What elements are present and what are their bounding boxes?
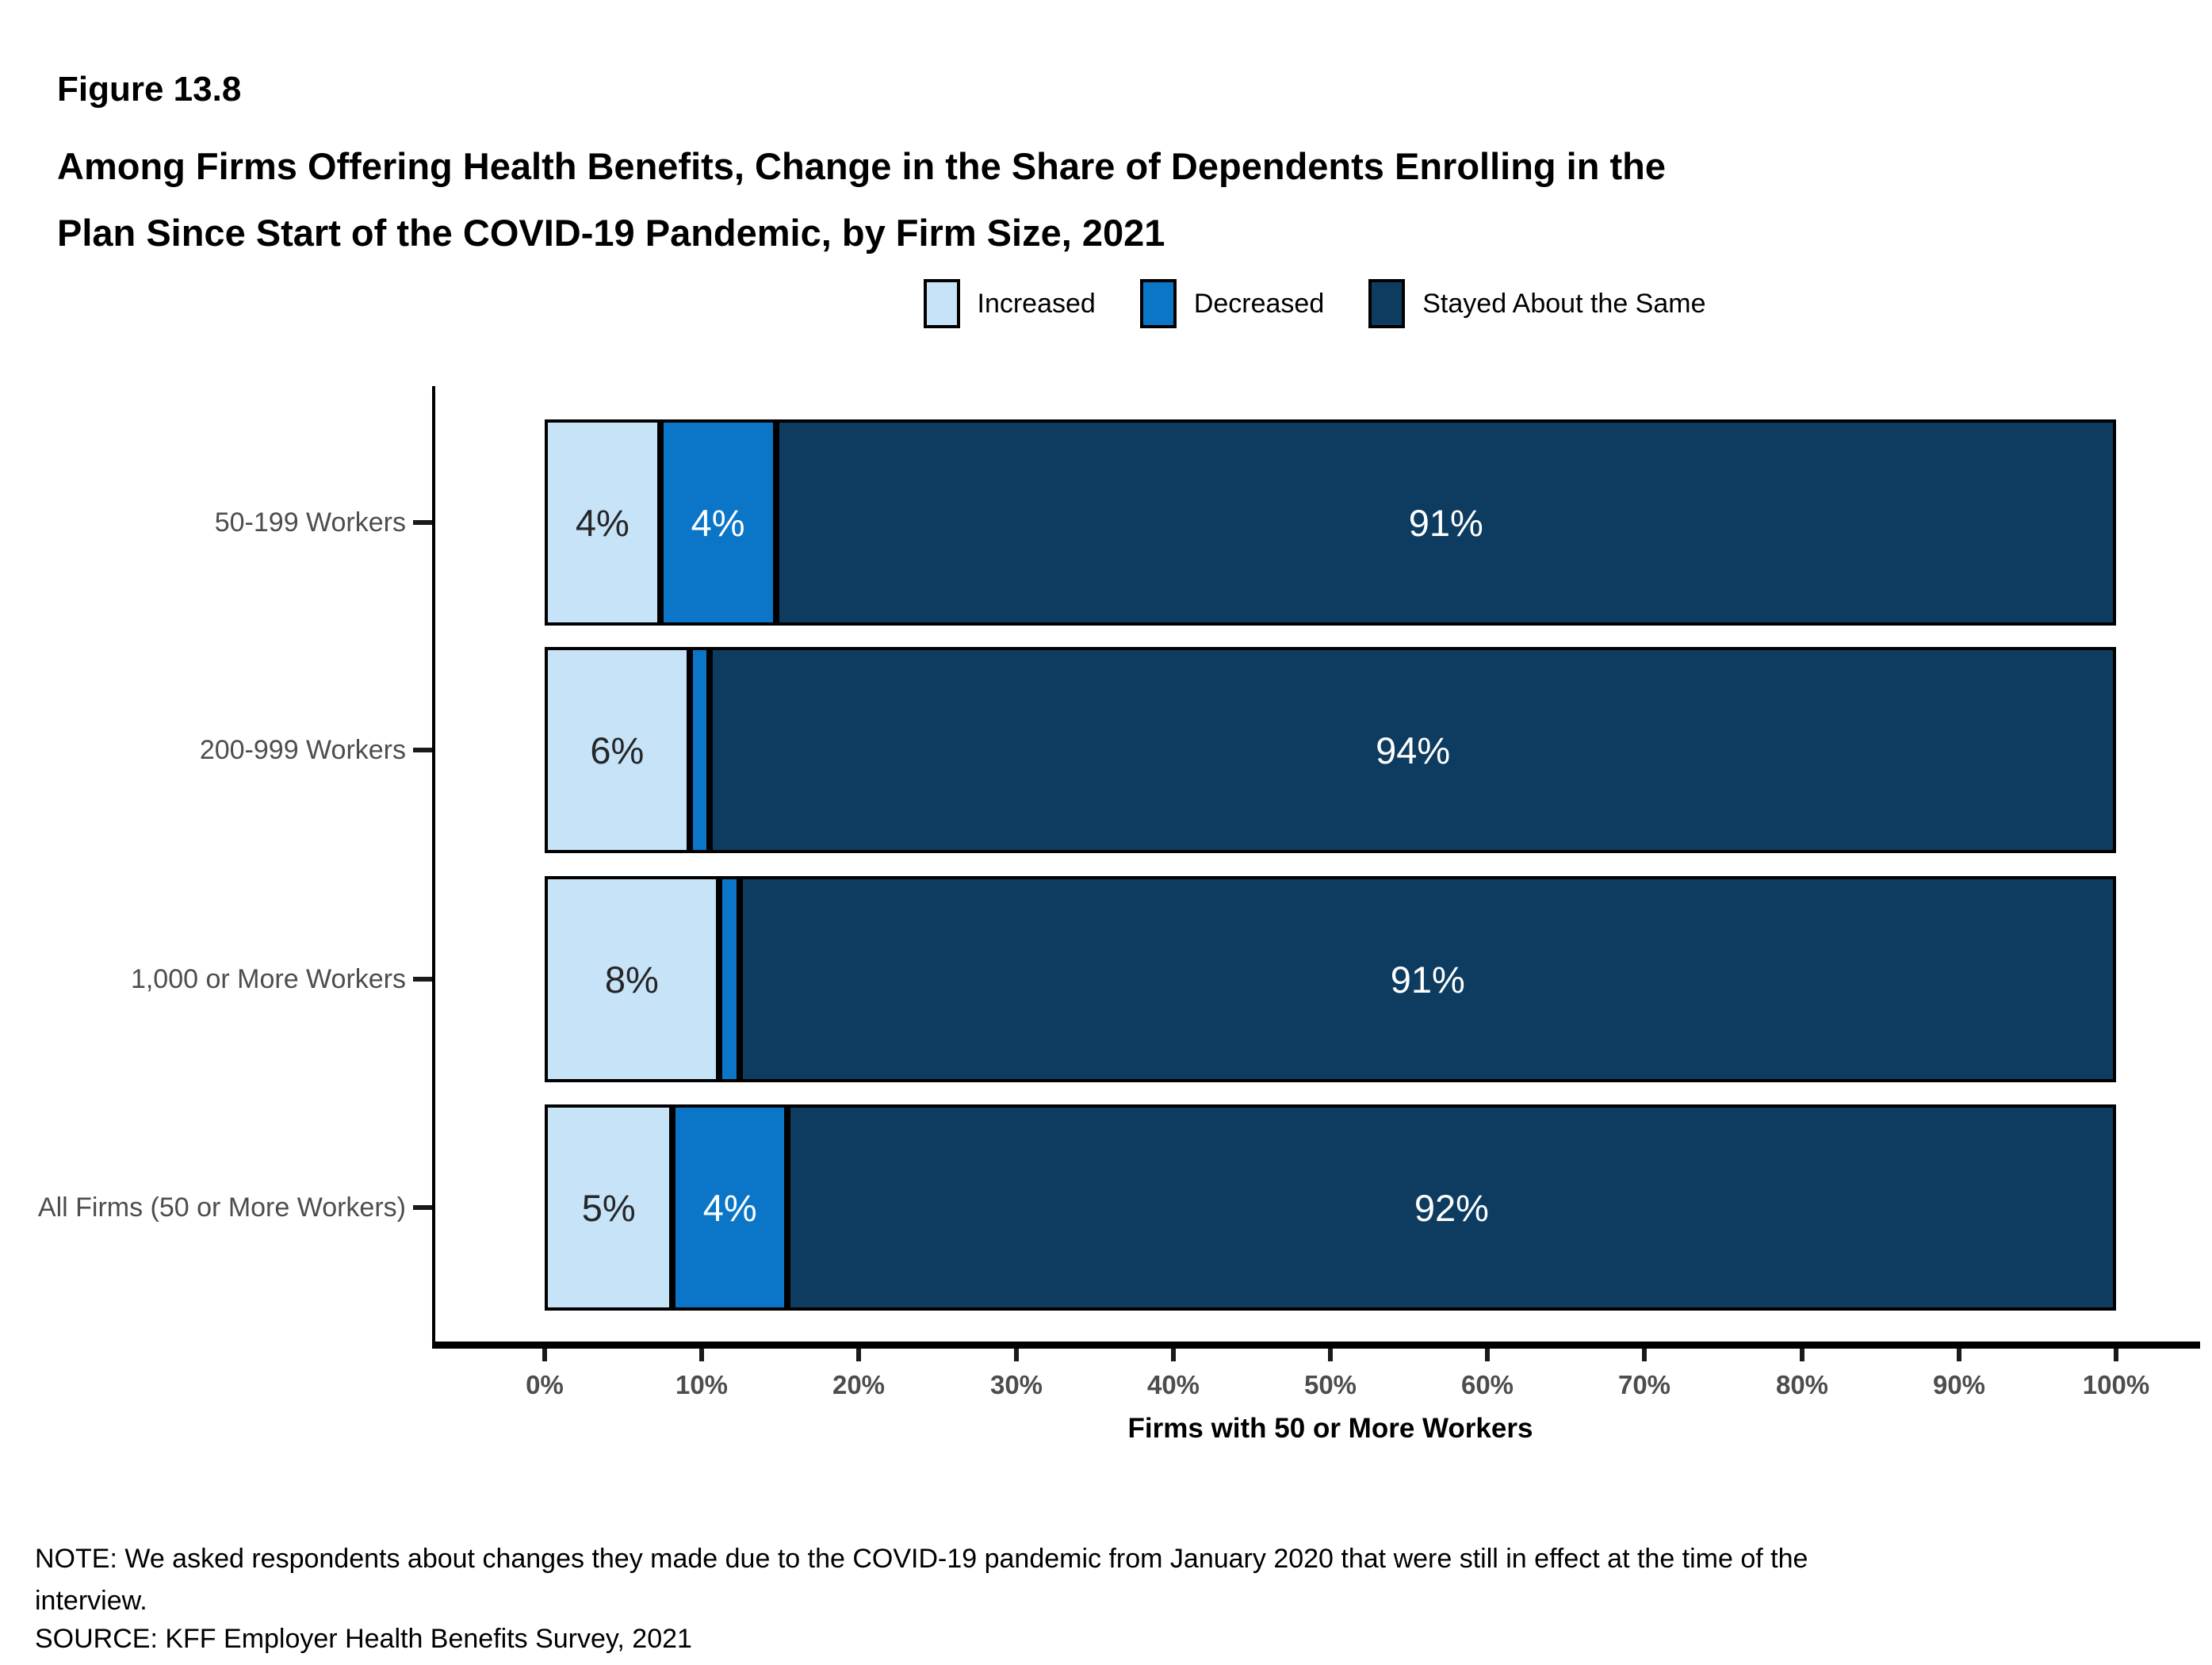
- segment-value-label: 4%: [575, 501, 630, 544]
- x-tick-mark: [1642, 1349, 1647, 1361]
- x-tick-mark: [1957, 1349, 1961, 1361]
- x-axis-title: Firms with 50 or More Workers: [1127, 1413, 1533, 1444]
- legend-item-decreased: Decreased: [1139, 279, 1325, 328]
- y-tick-mark: [413, 748, 432, 752]
- bar-segment-decreased: [689, 647, 710, 853]
- x-tick-label-10: 10%: [675, 1370, 729, 1399]
- x-tick-mark: [542, 1349, 547, 1361]
- x-tick-mark: [1171, 1349, 1176, 1361]
- note-text: NOTE: We asked respondents about changes…: [35, 1538, 1808, 1622]
- bar-segment-stayed-same: 94%: [710, 647, 2116, 853]
- segment-value-label: 5%: [581, 1186, 636, 1229]
- bar-segment-decreased: 4%: [660, 419, 776, 626]
- figure-title-line2: Plan Since Start of the COVID-19 Pandemi…: [57, 212, 1165, 254]
- x-tick-mark: [1328, 1349, 1333, 1361]
- x-tick-label-0: 0%: [526, 1370, 564, 1399]
- x-tick-label-100: 100%: [2082, 1370, 2150, 1399]
- legend: Increased Decreased Stayed About the Sam…: [432, 276, 2197, 331]
- bar-segment-increased: 8%: [545, 876, 719, 1082]
- legend-label-decreased: Decreased: [1193, 288, 1325, 319]
- x-tick-label-60: 60%: [1460, 1370, 1514, 1399]
- category-label-1000-plus: 1,000 or More Workers: [130, 964, 406, 994]
- segment-value-label: 4%: [702, 1186, 757, 1229]
- x-tick-mark: [856, 1349, 861, 1361]
- x-tick-mark: [2114, 1349, 2118, 1361]
- x-tick-label-90: 90%: [1932, 1370, 1986, 1399]
- legend-swatch-increased: [923, 279, 960, 328]
- x-tick-mark: [1485, 1349, 1490, 1361]
- segment-value-label: 6%: [590, 729, 645, 771]
- plot-panel: 4% 4% 91% 6% 94% 8%: [432, 386, 2200, 1349]
- figure-title-line1: Among Firms Offering Health Benefits, Ch…: [57, 145, 1667, 187]
- bar-50-199-workers: 4% 4% 91%: [545, 419, 2116, 626]
- segment-value-label: 94%: [1376, 729, 1451, 771]
- segment-value-label: 91%: [1408, 501, 1483, 544]
- segment-value-label: 92%: [1414, 1186, 1489, 1229]
- bar-200-999-workers: 6% 94%: [545, 647, 2116, 853]
- segment-value-label: 8%: [604, 958, 659, 1001]
- x-tick-mark: [1014, 1349, 1019, 1361]
- y-tick-mark: [413, 977, 432, 982]
- y-tick-mark: [413, 520, 432, 525]
- legend-item-stayed-same: Stayed About the Same: [1368, 279, 1706, 328]
- x-tick-mark: [1800, 1349, 1804, 1361]
- bar-segment-increased: 4%: [545, 419, 660, 626]
- bar-1000-or-more-workers: 8% 91%: [545, 876, 2116, 1082]
- x-tick-label-50: 50%: [1303, 1370, 1357, 1399]
- x-tick-label-70: 70%: [1617, 1370, 1671, 1399]
- segment-value-label: 4%: [691, 501, 745, 544]
- bar-all-firms: 5% 4% 92%: [545, 1104, 2116, 1311]
- source-text: SOURCE: KFF Employer Health Benefits Sur…: [35, 1624, 692, 1654]
- x-tick-mark: [699, 1349, 704, 1361]
- bar-segment-stayed-same: 91%: [739, 876, 2116, 1082]
- legend-label-increased: Increased: [977, 288, 1096, 319]
- bar-segment-stayed-same: 92%: [786, 1104, 2116, 1311]
- note-line2: interview.: [35, 1586, 147, 1616]
- x-tick-label-30: 30%: [989, 1370, 1043, 1399]
- legend-label-stayed-same: Stayed About the Same: [1422, 288, 1706, 319]
- figure-number: Figure 13.8: [57, 70, 242, 109]
- bar-segment-increased: 6%: [545, 647, 690, 853]
- legend-swatch-decreased: [1139, 279, 1177, 328]
- figure-title: Among Firms Offering Health Benefits, Ch…: [57, 133, 1666, 266]
- bar-segment-stayed-same: 91%: [775, 419, 2116, 626]
- bar-segment-decreased: 4%: [672, 1104, 787, 1311]
- note-line1: NOTE: We asked respondents about changes…: [35, 1544, 1808, 1574]
- legend-item-increased: Increased: [923, 279, 1096, 328]
- segment-value-label: 91%: [1390, 958, 1465, 1001]
- x-tick-label-40: 40%: [1146, 1370, 1200, 1399]
- bar-segment-increased: 5%: [545, 1104, 673, 1311]
- x-tick-label-80: 80%: [1775, 1370, 1829, 1399]
- legend-swatch-stayed-same: [1368, 279, 1406, 328]
- y-tick-mark: [413, 1205, 432, 1210]
- bar-segment-decreased: [718, 876, 740, 1082]
- category-label-200-999: 200-999 Workers: [199, 735, 406, 765]
- category-label-all-firms: All Firms (50 or More Workers): [37, 1192, 406, 1223]
- x-tick-label-20: 20%: [832, 1370, 886, 1399]
- category-label-50-199: 50-199 Workers: [214, 507, 406, 538]
